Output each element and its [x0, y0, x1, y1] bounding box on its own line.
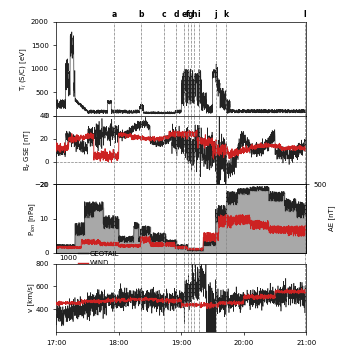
- Y-axis label: P$_{ion}$ [nPa]: P$_{ion}$ [nPa]: [28, 202, 38, 236]
- Text: i: i: [197, 10, 200, 19]
- Text: 1000: 1000: [59, 255, 77, 261]
- Text: k: k: [224, 10, 229, 19]
- Text: l: l: [304, 10, 306, 19]
- Text: c: c: [162, 10, 167, 19]
- Text: f: f: [186, 10, 189, 19]
- Text: e: e: [182, 10, 187, 19]
- Y-axis label: AE [nT]: AE [nT]: [329, 206, 335, 231]
- Y-axis label: T$_i$ (S/C) [eV]: T$_i$ (S/C) [eV]: [19, 47, 29, 91]
- Text: a: a: [112, 10, 117, 19]
- Text: d: d: [174, 10, 179, 19]
- Y-axis label: B$_z$ GSE [nT]: B$_z$ GSE [nT]: [22, 129, 32, 171]
- Legend: GEOTAIL, WIND: GEOTAIL, WIND: [75, 248, 122, 269]
- Text: g: g: [188, 10, 193, 19]
- Y-axis label: v [km/s]: v [km/s]: [27, 283, 34, 312]
- Text: j: j: [214, 10, 217, 19]
- Text: b: b: [138, 10, 143, 19]
- Text: h: h: [191, 10, 196, 19]
